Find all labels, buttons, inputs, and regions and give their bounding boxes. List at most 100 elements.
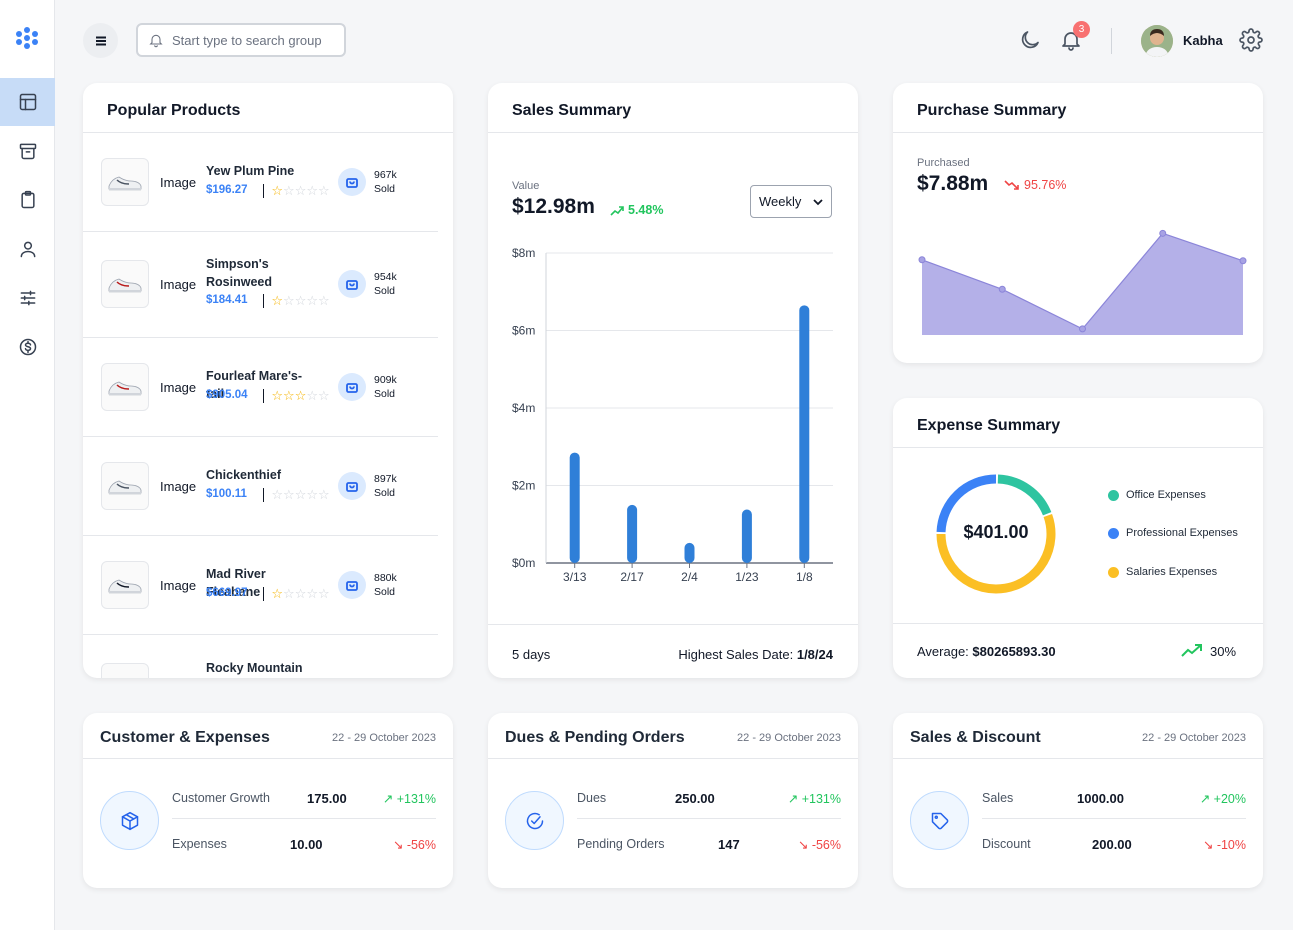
icon-circle (505, 791, 564, 850)
sidebar-item-orders[interactable] (0, 176, 55, 224)
product-name[interactable]: Fourleaf Mare's-tail (206, 369, 303, 401)
divider (263, 488, 265, 502)
purchased-value: $7.88m (917, 172, 989, 195)
shoe-icon (108, 480, 142, 494)
customer-expenses-card: Customer & Expenses 22 - 29 October 2023… (83, 713, 453, 888)
trend-down-icon: ↘ (392, 838, 407, 852)
purchased-label: Purchased (917, 157, 970, 169)
data-point[interactable] (1239, 257, 1247, 265)
x-tick-label: 1/8 (796, 570, 813, 584)
product-row[interactable]: Image Simpson's Rosinweed $184.41 ☆☆☆☆☆ 954k… (83, 232, 438, 338)
x-tick-label: 2/17 (620, 570, 644, 584)
dollar-circle-icon (19, 338, 36, 356)
donut-slice-salaries-expenses[interactable] (936, 514, 1056, 594)
change-text: +131% (396, 792, 436, 806)
dark-mode-toggle[interactable] (1018, 28, 1042, 52)
product-name[interactable]: Rocky Mountain (206, 661, 303, 675)
y-tick-label: $0m (512, 556, 535, 570)
sidebar-item-settings[interactable] (0, 274, 55, 322)
data-point[interactable] (918, 256, 926, 264)
notifications-button[interactable] (1059, 28, 1083, 52)
product-row[interactable]: Image Chickenthief $100.11 ☆☆☆☆☆ 897k Sold (83, 437, 438, 536)
expense-change: 30% (1210, 644, 1237, 659)
data-point[interactable] (998, 285, 1006, 293)
y-tick-label: $6m (512, 324, 535, 338)
cart-button[interactable] (338, 372, 366, 401)
legend-dot (1108, 566, 1119, 578)
user-icon (20, 241, 35, 258)
donut-slice-professional-expenses[interactable] (936, 474, 997, 533)
product-row[interactable]: Image Yew Plum Pine $196.27 ☆☆☆☆☆ 967k Sold (83, 133, 438, 232)
purchased-change: 95.76% (1024, 178, 1067, 192)
product-name[interactable]: Simpson's Rosinweed (206, 257, 272, 289)
cart-button[interactable] (338, 570, 366, 599)
change-text: -56% (406, 838, 436, 852)
sidebar-item-expenses[interactable] (0, 323, 55, 371)
settings-button[interactable] (1239, 28, 1263, 52)
change-text: -56% (811, 838, 841, 852)
divider (263, 184, 265, 198)
shopping-bag-icon (346, 382, 358, 393)
date-range: 22 - 29 October 2023 (737, 732, 841, 744)
sold-value: 954k (374, 271, 397, 283)
divider (83, 758, 453, 759)
cart-button[interactable] (338, 471, 366, 500)
bar-1/23[interactable] (741, 509, 752, 563)
row-value: 175.00 (307, 791, 347, 806)
sidebar-item-dashboard[interactable] (0, 78, 55, 126)
product-name[interactable]: Mad River Fleabane (206, 567, 266, 599)
moon-icon (1021, 31, 1039, 49)
product-price: $905.04 (206, 389, 248, 401)
search-input[interactable] (172, 32, 322, 48)
product-name[interactable]: Yew Plum Pine (206, 164, 295, 178)
sidebar-item-inventory[interactable] (0, 127, 55, 175)
trend-up-icon (1181, 644, 1202, 657)
data-point[interactable] (1159, 229, 1167, 237)
change-text: -10% (1216, 838, 1246, 852)
bar-1/8[interactable] (799, 305, 810, 563)
divider (982, 818, 1246, 819)
expense-summary-card: Expense Summary $401.00 Office Expenses … (893, 398, 1263, 678)
product-row[interactable]: Rocky Mountain (83, 635, 438, 678)
sold-label: Sold (374, 585, 396, 598)
bar-3/13[interactable] (569, 452, 580, 563)
donut-center-value: $401.00 (963, 522, 1029, 542)
donut-slice-office-expenses[interactable] (997, 474, 1052, 516)
menu-button[interactable] (83, 23, 118, 58)
product-row[interactable]: Image Mad River Fleabane $669.97 ☆☆☆☆☆ 880k S… (83, 536, 438, 635)
sold-value: 897k (374, 472, 397, 485)
sales-footer-days: 5 days (512, 647, 551, 662)
trend-down-icon: ↘ (797, 838, 812, 852)
bar-2/17[interactable] (627, 504, 638, 563)
legend-label: Office Expenses (1126, 489, 1206, 501)
image-label: Image (160, 478, 197, 494)
sold-label: Sold (374, 182, 396, 195)
product-name[interactable]: Chickenthief (206, 468, 282, 482)
avatar[interactable] (1141, 25, 1173, 57)
product-image (101, 157, 149, 206)
cart-button[interactable] (338, 270, 366, 298)
cart-button[interactable] (338, 167, 366, 196)
user-name[interactable]: Kabha (1183, 33, 1223, 48)
sidebar-item-users[interactable] (0, 225, 55, 273)
product-price: $669.97 (206, 587, 248, 599)
value-label: Value (512, 180, 540, 192)
expense-donut-chart (936, 474, 1056, 594)
row-label: Discount (982, 837, 1031, 851)
row-value: 1000.00 (1077, 791, 1124, 806)
bar-2/4[interactable] (684, 542, 695, 563)
logo-icon[interactable] (15, 26, 39, 50)
shoe-icon (107, 676, 143, 678)
period-select[interactable]: Weekly (750, 185, 832, 218)
row-label: Pending Orders (577, 837, 665, 851)
data-point[interactable] (1079, 325, 1086, 333)
product-row[interactable]: Image Fourleaf Mare's-tail $905.04 ☆☆☆☆☆ 909… (83, 338, 438, 437)
menu-icon (95, 36, 106, 45)
trend-up-icon: ↗ (382, 792, 397, 806)
sold-label: Sold (374, 486, 396, 499)
purchase-area-chart (918, 229, 1247, 335)
divider (577, 818, 841, 819)
area-fill (922, 233, 1243, 335)
shopping-bag-icon (346, 177, 358, 188)
archive-icon (19, 143, 36, 160)
